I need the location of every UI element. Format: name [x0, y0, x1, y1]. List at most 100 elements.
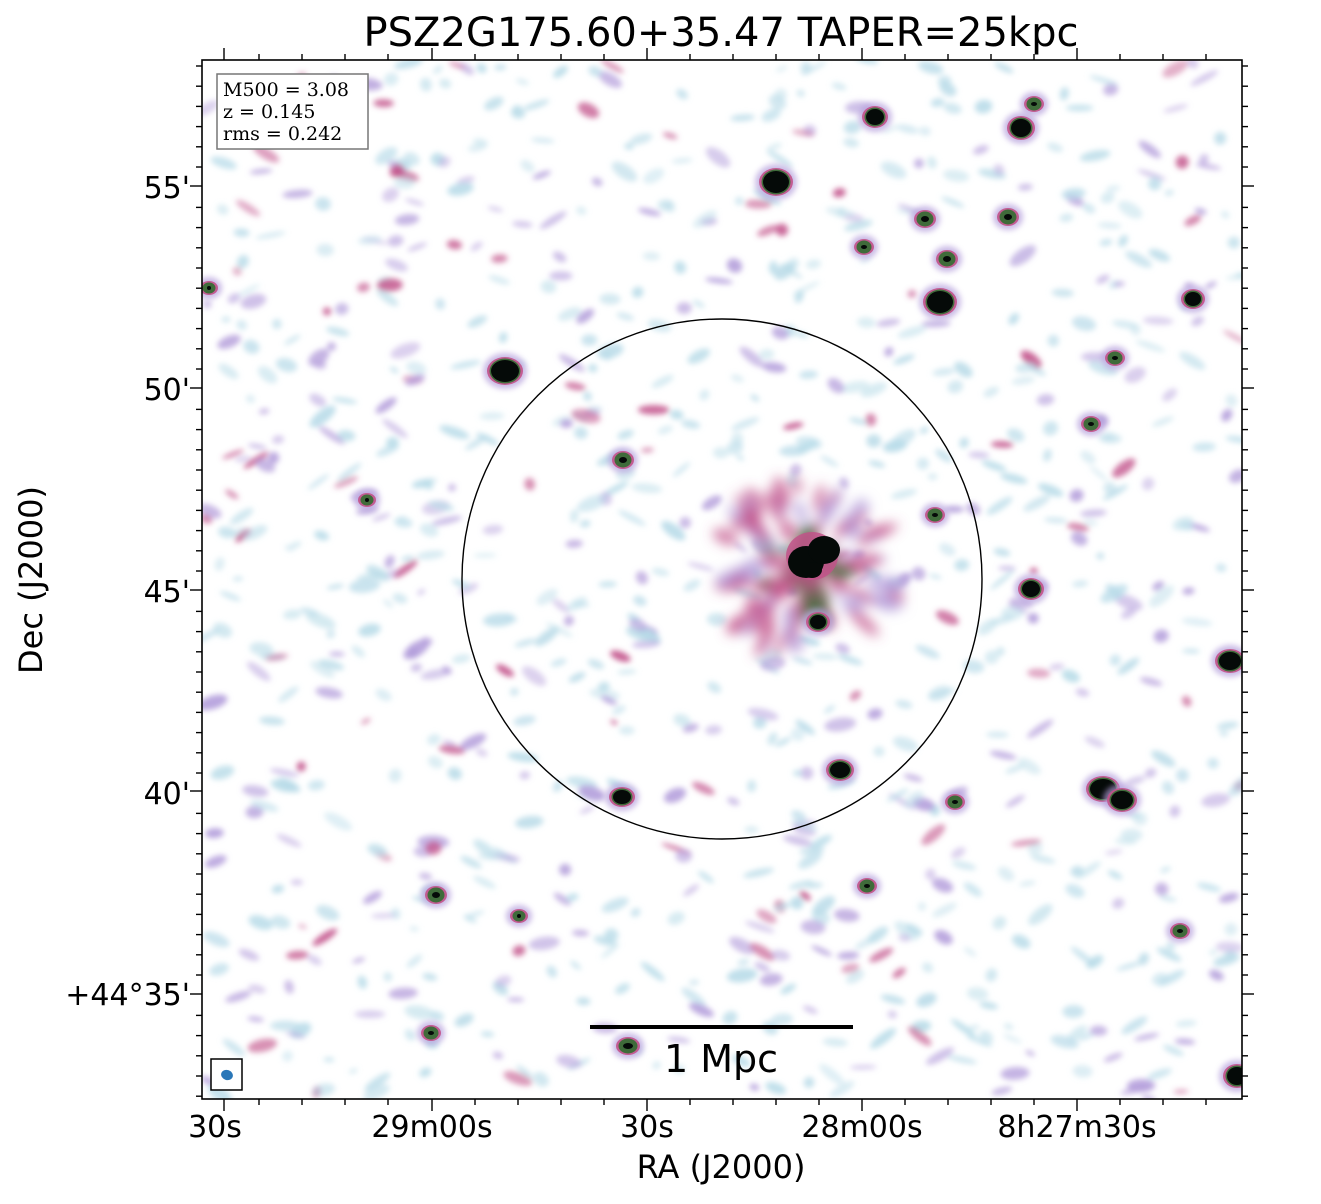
noise-blob: [798, 851, 823, 869]
noise-blob: [452, 654, 471, 664]
noise-blob: [477, 852, 508, 861]
noise-blob: [491, 254, 508, 263]
noise-blob: [268, 451, 280, 464]
source-core: [1227, 1067, 1242, 1085]
noise-blob: [383, 599, 394, 608]
noise-blob: [545, 622, 573, 638]
noise-blob: [959, 437, 969, 449]
compact-source: [941, 790, 969, 814]
noise-blob: [230, 527, 248, 537]
noise-blob: [887, 1010, 898, 1019]
noise-blob: [460, 855, 482, 869]
noise-blob: [1141, 477, 1155, 491]
noise-blob: [796, 89, 805, 97]
noise-blob: [1175, 155, 1189, 169]
noise-blob: [865, 413, 877, 427]
x-tick-label: 28m00s: [801, 1110, 922, 1145]
x-tick-label: 8h27m30s: [997, 1110, 1156, 1145]
noise-blob: [1154, 882, 1169, 896]
noise-blob: [800, 61, 812, 75]
noise-blob: [1070, 531, 1088, 546]
noise-blob: [1067, 1025, 1088, 1043]
noise-blob: [1109, 654, 1121, 666]
noise-blob: [705, 277, 733, 284]
noise-blob: [234, 456, 252, 462]
noise-blob: [217, 526, 236, 539]
noise-blob: [296, 761, 306, 772]
noise-blob: [422, 973, 438, 981]
noise-blob: [869, 947, 894, 963]
noise-blob: [1070, 946, 1096, 967]
compact-source: [1211, 645, 1242, 677]
noise-blob: [792, 657, 813, 665]
noise-blob: [564, 381, 586, 391]
noise-blob: [442, 740, 457, 747]
noise-blob: [1069, 489, 1084, 502]
noise-blob: [1027, 842, 1043, 855]
compact-source: [919, 284, 961, 320]
noise-blob: [285, 1031, 306, 1039]
noise-blob: [968, 451, 990, 459]
noise-blob: [1175, 1020, 1197, 1027]
diffuse-blob: [830, 491, 838, 503]
diffuse-blob: [861, 525, 882, 540]
noise-blob: [546, 965, 558, 978]
diffuse-blob: [851, 568, 870, 576]
noise-blob: [534, 627, 559, 647]
noise-blob: [768, 94, 787, 110]
noise-blob: [1029, 567, 1038, 575]
noise-blob: [270, 915, 291, 929]
noise-blob: [458, 583, 479, 595]
noise-blob: [884, 347, 894, 357]
noise-blob: [1005, 795, 1025, 808]
noise-blob: [326, 584, 345, 590]
diffuse-blob: [868, 594, 889, 607]
noise-blob: [576, 997, 591, 1006]
noise-blob: [282, 189, 313, 199]
noise-blob: [705, 725, 722, 735]
noise-blob: [364, 1072, 391, 1092]
diffuse-blob: [765, 490, 784, 525]
compact-source: [417, 1021, 445, 1045]
noise-blob: [1134, 1033, 1160, 1041]
diffuse-blob: [744, 498, 756, 511]
noise-blob: [1062, 1005, 1085, 1018]
noise-blob: [770, 1013, 794, 1026]
noise-blob: [749, 1083, 760, 1091]
noise-blob: [640, 447, 654, 453]
noise-blob: [298, 923, 307, 930]
noise-blob: [662, 132, 678, 140]
source-core: [1219, 652, 1241, 670]
noise-blob: [983, 386, 999, 398]
r500-circle: [461, 318, 983, 840]
noise-blob: [439, 425, 470, 440]
source-core: [613, 790, 631, 804]
noise-blob: [1124, 776, 1146, 786]
noise-blob: [385, 258, 408, 272]
noise-blob: [202, 503, 222, 519]
noise-blob: [840, 380, 870, 394]
noise-blob: [282, 609, 302, 620]
noise-blob: [1103, 83, 1119, 96]
noise-blob: [510, 687, 519, 696]
noise-blob: [1102, 484, 1129, 501]
noise-blob: [420, 77, 432, 92]
diffuse-blob: [788, 633, 804, 654]
noise-blob: [705, 147, 731, 168]
noise-blob: [236, 319, 248, 331]
noise-blob: [866, 434, 882, 448]
noise-blob: [782, 835, 813, 847]
noise-blob: [578, 785, 606, 802]
noise-blob: [1112, 458, 1136, 478]
noise-blob: [290, 541, 302, 549]
noise-blob: [332, 397, 358, 404]
central-core-c: [802, 562, 822, 578]
noise-blob: [722, 1011, 738, 1025]
noise-blob: [202, 694, 228, 711]
noise-blob: [248, 915, 273, 930]
noise-blob: [323, 1057, 335, 1062]
noise-blob: [598, 581, 617, 588]
noise-blob: [939, 81, 957, 97]
noise-blob: [1088, 360, 1118, 376]
noise-blob: [406, 361, 427, 375]
